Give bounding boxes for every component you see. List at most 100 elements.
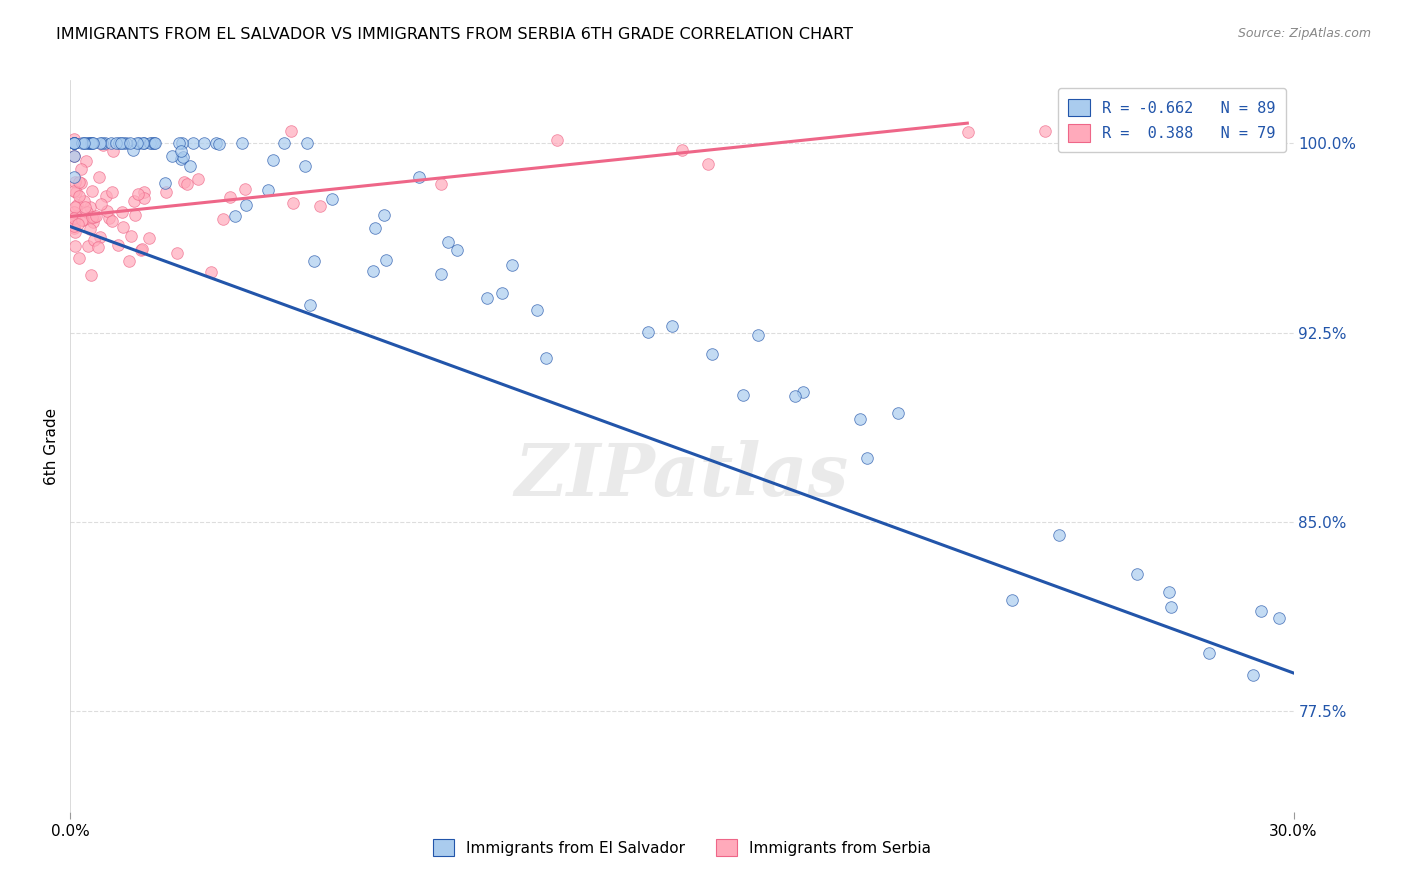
- Point: [134, 190, 156, 204]
- Point: [181, 136, 204, 151]
- Point: [63, 174, 86, 188]
- Point: [72, 194, 94, 208]
- Point: [63, 219, 86, 234]
- Point: [124, 208, 146, 222]
- Point: [280, 124, 302, 138]
- Point: [79, 268, 101, 282]
- Point: [304, 254, 326, 268]
- Text: Source: ZipAtlas.com: Source: ZipAtlas.com: [1237, 27, 1371, 40]
- Point: [1198, 646, 1220, 660]
- Point: [361, 264, 384, 278]
- Point: [160, 149, 183, 163]
- Point: [298, 298, 321, 312]
- Point: [65, 225, 87, 239]
- Point: [89, 230, 111, 244]
- Point: [224, 209, 246, 223]
- Point: [173, 175, 195, 189]
- Point: [1250, 604, 1272, 618]
- Point: [107, 237, 129, 252]
- Point: [187, 171, 209, 186]
- Point: [139, 136, 162, 151]
- Point: [70, 213, 93, 227]
- Point: [110, 204, 132, 219]
- Point: [63, 136, 86, 151]
- Point: [170, 136, 193, 151]
- Point: [63, 136, 86, 151]
- Point: [1125, 566, 1147, 581]
- Point: [235, 198, 257, 212]
- Point: [82, 184, 104, 198]
- Point: [67, 189, 90, 203]
- Point: [491, 286, 513, 301]
- Point: [75, 153, 97, 168]
- Point: [256, 183, 278, 197]
- Point: [72, 136, 94, 151]
- Point: [63, 136, 86, 151]
- Point: [1033, 124, 1056, 138]
- Point: [731, 388, 754, 402]
- Point: [120, 136, 142, 151]
- Point: [63, 136, 86, 151]
- Point: [283, 196, 305, 211]
- Point: [66, 198, 89, 212]
- Point: [855, 451, 877, 466]
- Point: [101, 185, 124, 199]
- Point: [89, 170, 111, 185]
- Point: [700, 347, 723, 361]
- Point: [166, 246, 188, 260]
- Point: [76, 204, 98, 219]
- Point: [792, 384, 814, 399]
- Point: [783, 389, 806, 403]
- Point: [132, 136, 155, 151]
- Point: [661, 318, 683, 333]
- Point: [170, 152, 193, 166]
- Point: [430, 267, 453, 281]
- Point: [63, 169, 86, 184]
- Point: [80, 136, 103, 151]
- Point: [75, 200, 97, 214]
- Point: [262, 153, 284, 167]
- Point: [77, 239, 100, 253]
- Point: [138, 231, 160, 245]
- Point: [172, 151, 194, 165]
- Point: [132, 136, 155, 151]
- Point: [1157, 584, 1180, 599]
- Point: [82, 215, 104, 229]
- Point: [63, 211, 86, 225]
- Point: [98, 211, 121, 225]
- Point: [63, 200, 86, 214]
- Point: [65, 209, 87, 223]
- Point: [90, 197, 112, 211]
- Point: [80, 211, 103, 225]
- Point: [176, 177, 198, 191]
- Point: [429, 178, 451, 192]
- Point: [295, 136, 318, 151]
- Point: [957, 125, 980, 139]
- Point: [886, 406, 908, 420]
- Point: [294, 160, 316, 174]
- Point: [72, 213, 94, 227]
- Point: [1001, 593, 1024, 607]
- Point: [145, 136, 167, 151]
- Point: [141, 136, 163, 151]
- Point: [208, 136, 231, 151]
- Point: [364, 221, 387, 235]
- Point: [100, 136, 122, 151]
- Point: [1241, 668, 1264, 682]
- Point: [128, 136, 150, 151]
- Point: [67, 251, 90, 265]
- Point: [637, 325, 659, 339]
- Point: [127, 136, 149, 151]
- Point: [273, 136, 295, 151]
- Point: [179, 159, 201, 173]
- Point: [143, 136, 166, 151]
- Point: [91, 136, 114, 151]
- Point: [501, 258, 523, 272]
- Point: [671, 143, 693, 157]
- Point: [83, 233, 105, 247]
- Point: [110, 136, 132, 151]
- Point: [321, 192, 343, 206]
- Legend: Immigrants from El Salvador, Immigrants from Serbia: Immigrants from El Salvador, Immigrants …: [426, 833, 938, 863]
- Point: [375, 253, 398, 268]
- Point: [118, 254, 141, 268]
